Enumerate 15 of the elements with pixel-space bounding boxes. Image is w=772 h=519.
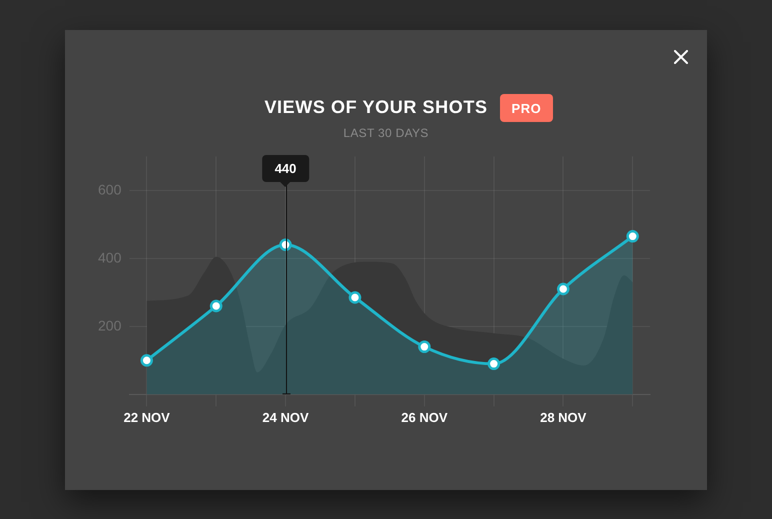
x-tick-label: 22 NOV	[124, 410, 170, 425]
text: PRO	[512, 101, 542, 116]
point	[140, 354, 153, 367]
point	[556, 282, 570, 296]
point	[210, 300, 222, 312]
chart-title: VIEWS OF YOUR SHOTS	[264, 97, 488, 117]
point	[348, 291, 362, 304]
x-tick-label: 26 NOV	[401, 410, 448, 425]
x-tick-label: 24 NOV	[262, 410, 309, 425]
chart-subtitle: LAST 30 DAYS	[342, 126, 430, 140]
point	[488, 358, 500, 370]
annotation: 440	[262, 155, 310, 182]
x-tick-label: 28 NOV	[540, 410, 587, 425]
point	[626, 230, 639, 243]
point	[418, 340, 431, 354]
